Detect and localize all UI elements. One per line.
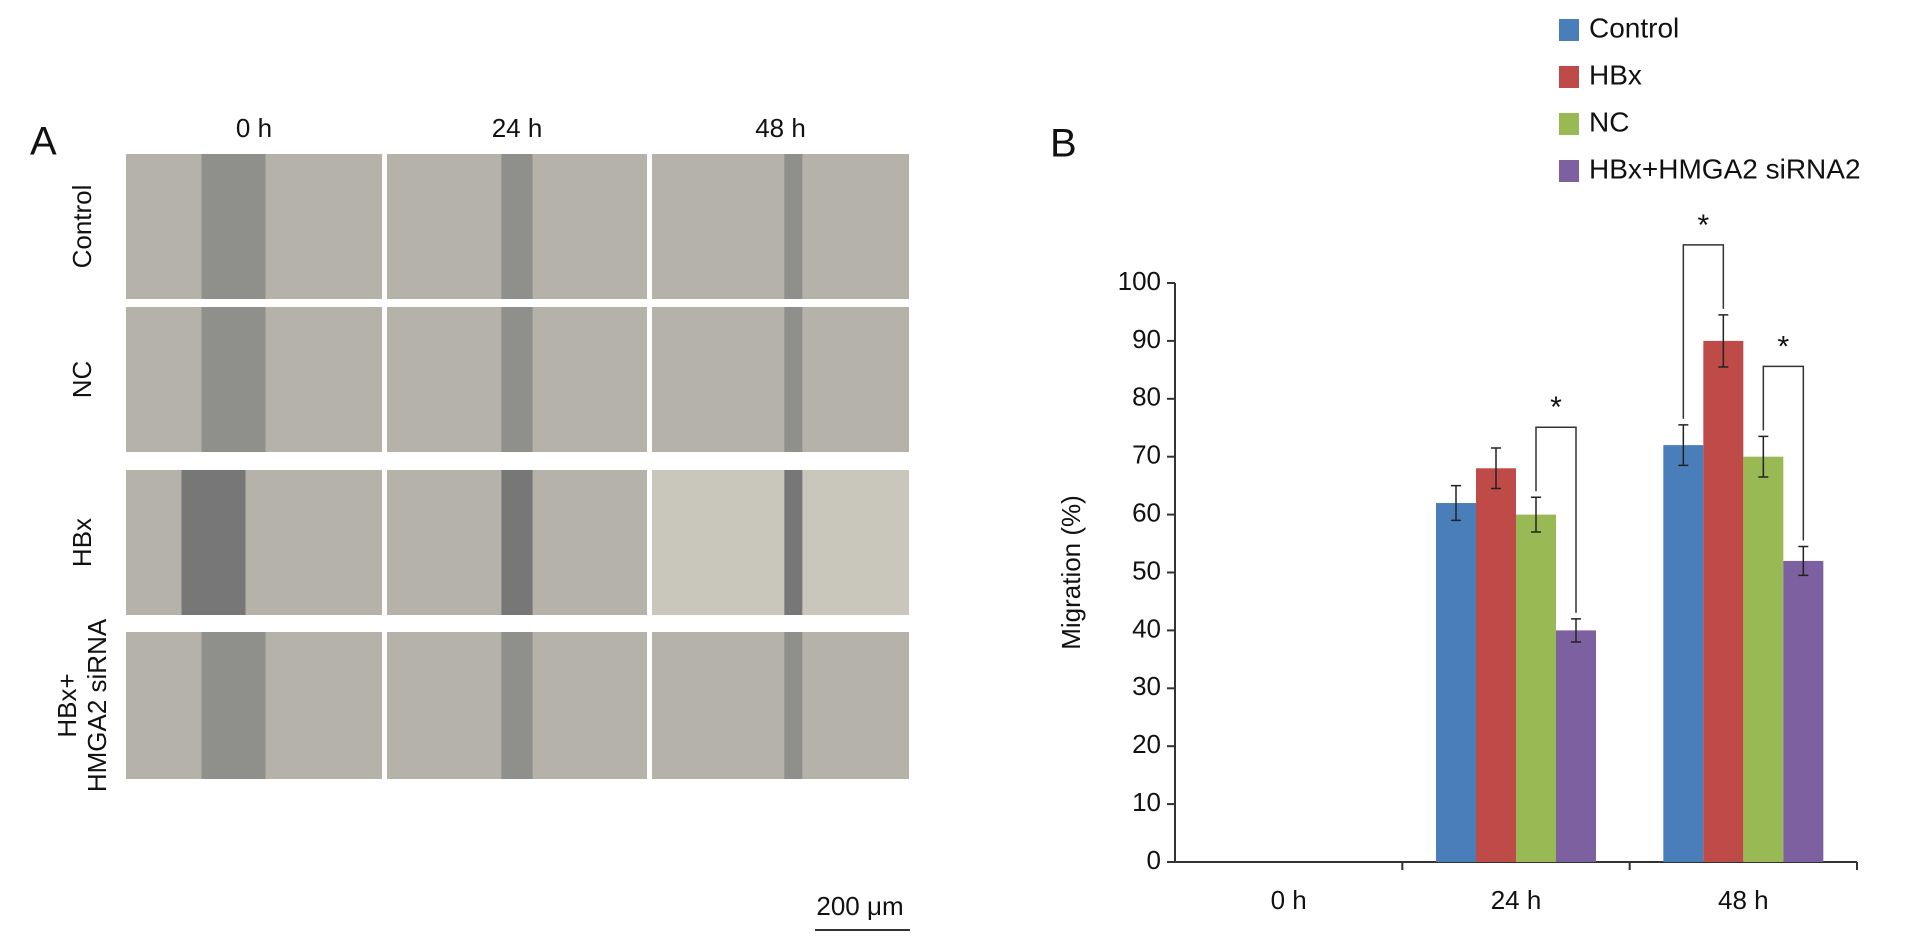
y-tick-label: 0 — [1147, 845, 1161, 875]
bar — [1663, 445, 1704, 862]
micrograph — [126, 470, 382, 615]
error-bar — [1491, 447, 1501, 490]
panel-label: A — [30, 120, 57, 164]
error-bar — [1718, 314, 1729, 368]
legend-swatch — [1559, 160, 1579, 182]
wound-gap — [501, 632, 533, 779]
wound-gap — [784, 154, 803, 299]
micrograph — [652, 307, 909, 452]
legend-label: HBx — [1589, 59, 1642, 90]
wound-gap — [501, 307, 533, 452]
error-bar — [1758, 435, 1769, 478]
significance-bracket — [1535, 426, 1577, 613]
bar — [1476, 468, 1516, 862]
y-tick-label: 30 — [1132, 671, 1161, 701]
error-bar — [1798, 545, 1809, 577]
y-tick-label: 100 — [1118, 266, 1161, 296]
y-tick-label: 80 — [1132, 382, 1161, 412]
legend-swatch — [1559, 19, 1579, 41]
y-tick-label: 50 — [1132, 555, 1161, 585]
column-label: 48 h — [755, 113, 806, 143]
y-axis-label: Migration (%) — [1056, 495, 1086, 650]
scale-bar-label: 200 μm — [816, 891, 903, 921]
legend-label: HBx+HMGA2 siRNA2 — [1589, 153, 1861, 184]
row-label: HBx+ — [52, 673, 82, 737]
bar — [1703, 340, 1744, 862]
legend-label: NC — [1589, 106, 1629, 137]
error-bar — [1678, 424, 1689, 467]
significance-mark: * — [1697, 209, 1709, 242]
y-tick-label: 70 — [1132, 440, 1161, 470]
error-bar — [1451, 484, 1461, 522]
y-tick-label: 60 — [1132, 497, 1161, 527]
micrograph — [652, 632, 909, 779]
y-tick-label: 10 — [1132, 787, 1161, 817]
bar — [1436, 503, 1476, 862]
x-tick-label: 24 h — [1491, 885, 1542, 915]
wound-gap — [201, 154, 266, 299]
error-bar — [1531, 496, 1541, 533]
bar — [1556, 630, 1596, 862]
legend-label: Control — [1589, 12, 1679, 43]
x-tick-label: 48 h — [1718, 885, 1769, 915]
bar — [1783, 560, 1824, 862]
row-label: HBx — [67, 518, 97, 567]
significance-bracket — [1682, 244, 1725, 419]
wound-gap — [201, 307, 266, 452]
legend-swatch — [1559, 66, 1579, 88]
bar — [1743, 456, 1784, 862]
wound-gap — [501, 154, 533, 299]
row-label: Control — [67, 185, 97, 269]
y-tick-label: 20 — [1132, 729, 1161, 759]
panel-label: B — [1050, 122, 1077, 166]
significance-mark: * — [1550, 391, 1562, 424]
column-label: 24 h — [492, 113, 543, 143]
column-label: 0 h — [236, 113, 272, 143]
wound-gap — [784, 470, 803, 615]
row-label: NC — [67, 361, 97, 399]
wound-gap — [784, 307, 803, 452]
significance-bracket — [1762, 365, 1805, 541]
y-tick-label: 40 — [1132, 613, 1161, 643]
wound-gap — [501, 470, 533, 615]
bar — [1516, 514, 1556, 862]
wound-gap — [181, 470, 246, 615]
micrograph — [652, 470, 909, 615]
wound-gap — [201, 632, 266, 779]
wound-gap — [784, 632, 803, 779]
micrograph — [652, 154, 909, 299]
x-tick-label: 0 h — [1271, 885, 1307, 915]
legend-swatch — [1559, 113, 1579, 135]
row-label: HMGA2 siRNA — [82, 618, 112, 792]
significance-mark: * — [1777, 330, 1789, 363]
y-tick-label: 90 — [1132, 324, 1161, 354]
error-bar — [1571, 618, 1581, 643]
